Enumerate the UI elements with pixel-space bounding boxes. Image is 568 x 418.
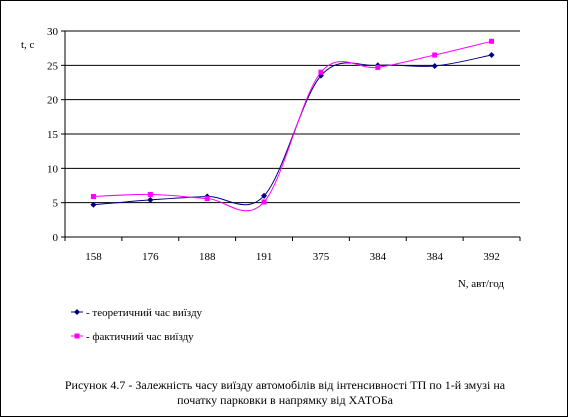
series-1-point-2 — [204, 196, 210, 202]
y-tick-label-0: 0 — [53, 232, 59, 244]
grid-lines — [65, 30, 520, 204]
y-tick-labels: 0 5 10 15 20 25 30 — [47, 26, 59, 244]
series-0-point-7 — [488, 52, 495, 59]
x-tick-label-4: 375 — [313, 251, 330, 263]
series-0-point-6 — [431, 62, 438, 70]
y-tick-label-30: 30 — [47, 26, 59, 38]
series-1-point-4 — [318, 69, 324, 75]
x-tick-labels: 158 176 188 191 375 384 384 392 — [85, 251, 500, 263]
x-tick-label-0: 158 — [85, 251, 102, 263]
caption-line-2: початку парковки в напрямку від ХАТОБа — [177, 393, 393, 407]
x-tick-label-7: 392 — [483, 251, 500, 263]
series-group — [90, 38, 495, 212]
y-tick-label-25: 25 — [47, 60, 59, 72]
x-tick-label-2: 188 — [199, 251, 216, 263]
y-tick-label-15: 15 — [47, 129, 59, 141]
caption-line-1: Рисунок 4.7 - Залежність часу виїзду авт… — [64, 378, 506, 392]
series-1-point-0 — [90, 193, 96, 199]
y-tick-label-5: 5 — [53, 198, 59, 210]
x-tick-label-6: 384 — [426, 251, 443, 263]
y-axis-label: t, c — [21, 39, 35, 51]
legend-marker-0 — [73, 308, 81, 316]
series-1-point-1 — [147, 191, 153, 197]
legend-marker-1 — [74, 333, 80, 339]
series-0-point-3 — [261, 192, 268, 199]
x-axis-label: N, авт/год — [458, 278, 505, 290]
series-0-point-1 — [147, 196, 154, 203]
legend-label-1: - фактичний час виїзду — [86, 331, 194, 343]
legend-label-0: - теоретичний час виїзду — [86, 307, 203, 319]
series-1-point-3 — [261, 199, 267, 205]
series-1-point-5 — [375, 64, 381, 70]
series-1-point-7 — [489, 38, 495, 44]
series-1-point-6 — [432, 52, 438, 58]
y-tick-label-10: 10 — [47, 163, 59, 175]
series-0-point-0 — [90, 201, 97, 208]
axes — [61, 30, 521, 241]
x-tick-label-3: 191 — [256, 251, 273, 263]
figure-caption: Рисунок 4.7 - Залежність часу виїзду авт… — [1, 378, 568, 408]
x-tick-label-1: 176 — [142, 251, 159, 263]
y-tick-label-20: 20 — [47, 95, 59, 107]
x-tick-label-5: 384 — [370, 251, 387, 263]
legend: - теоретичний час виїзду - фактичний час … — [71, 307, 203, 343]
series-line-1 — [93, 40, 492, 212]
series-line-0 — [93, 54, 492, 206]
